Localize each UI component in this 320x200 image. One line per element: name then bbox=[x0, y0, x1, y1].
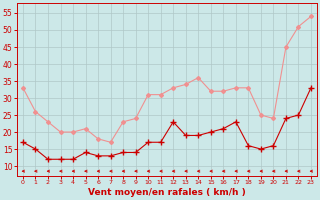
X-axis label: Vent moyen/en rafales ( km/h ): Vent moyen/en rafales ( km/h ) bbox=[88, 188, 246, 197]
